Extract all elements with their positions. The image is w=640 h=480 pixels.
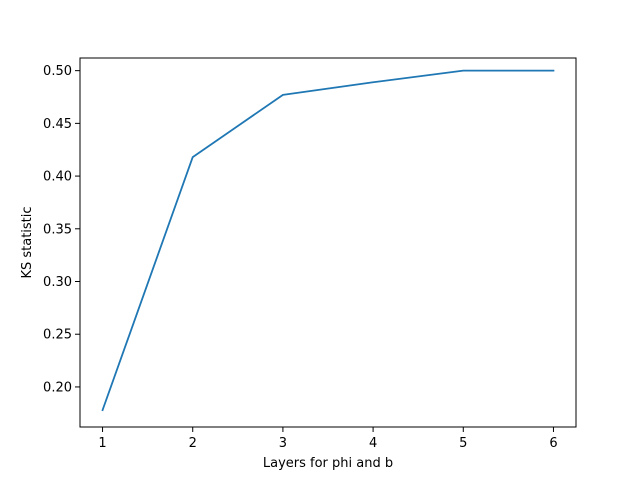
- y-tick-label: 0.50: [43, 64, 72, 79]
- x-tick-label: 2: [189, 436, 197, 451]
- series-line: [101, 69, 555, 412]
- y-tick-label: 0.45: [43, 117, 72, 132]
- x-tick-label: 3: [279, 436, 287, 451]
- x-tick-label: 4: [369, 436, 377, 451]
- y-tick-label: 0.35: [43, 222, 72, 237]
- x-tick-label: 6: [549, 436, 557, 451]
- x-tick-label: 5: [459, 436, 467, 451]
- y-tick-label: 0.25: [43, 328, 72, 343]
- x-axis-title: Layers for phi and b: [263, 456, 393, 471]
- plot-area-frame: [79, 57, 577, 428]
- y-tick-label: 0.30: [43, 275, 72, 290]
- x-tick-label: 1: [98, 436, 106, 451]
- y-tick-label: 0.40: [43, 170, 72, 185]
- y-axis-title: KS statistic: [20, 206, 35, 278]
- ticks-layer: 1 2 3 4 5 6 0.20 0.25 0.30 0.35 0.40 0.45 0.50: [43, 64, 558, 451]
- y-tick-label: 0.20: [43, 380, 72, 395]
- series-layer: [101, 69, 555, 412]
